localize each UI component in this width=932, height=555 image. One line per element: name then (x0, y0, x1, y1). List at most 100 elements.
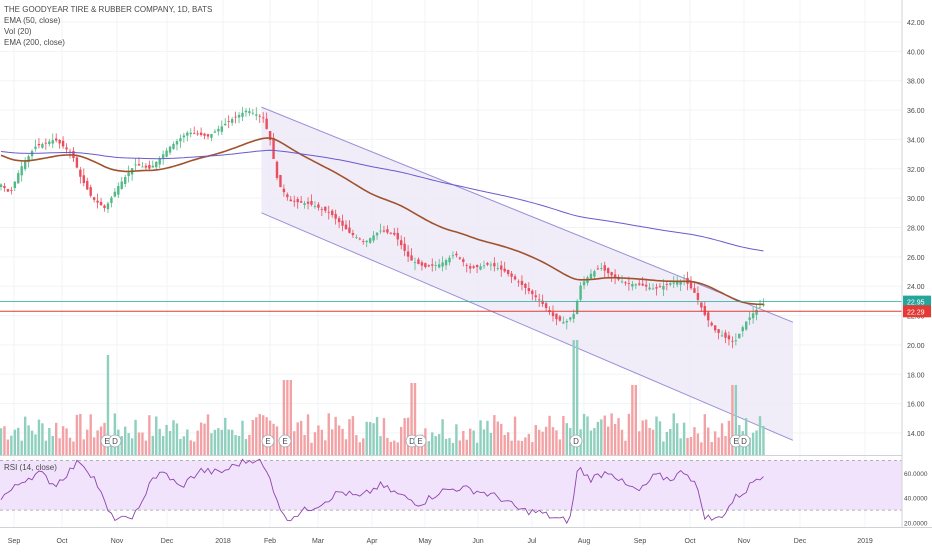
candle-body (248, 111, 251, 114)
volume-bar (710, 441, 713, 455)
volume-bar (179, 438, 182, 455)
event-marker-label: E (265, 437, 270, 446)
volume-bar (96, 430, 99, 455)
candle-body (593, 271, 596, 277)
candle-body (531, 290, 534, 295)
time-tick-label: Mar (312, 538, 325, 545)
volume-bar (448, 438, 451, 455)
volume-bar (227, 429, 230, 455)
volume-bar (620, 429, 624, 455)
candle-body (610, 272, 613, 276)
volume-bar (89, 414, 92, 455)
legend-rsi[interactable]: RSI (14, close) (4, 463, 57, 472)
candle-body (575, 301, 579, 315)
volume-bar (489, 432, 493, 455)
candle-body (79, 169, 82, 177)
volume-bar (155, 416, 158, 455)
candle-body (306, 201, 310, 204)
price-tick-label: 38.00 (907, 79, 925, 86)
candle-body (103, 205, 106, 209)
candle-body (562, 322, 565, 324)
volume-bar (437, 434, 441, 455)
candle-body (493, 263, 496, 267)
volume-bar (158, 428, 161, 455)
candle-body (734, 340, 738, 342)
event-marker-circle (108, 434, 122, 448)
candle-body (565, 321, 568, 323)
price-tick-label: 14.00 (907, 431, 925, 438)
volume-bar (586, 416, 589, 455)
candle-body (10, 190, 13, 191)
volume-bar (451, 442, 455, 455)
volume-bar (506, 432, 510, 455)
price-tick-label: 36.00 (907, 108, 925, 115)
volume-bar (365, 421, 368, 455)
volume-bar (48, 428, 51, 455)
volume-bar (403, 418, 406, 455)
candle-body (268, 131, 272, 140)
legend-ema50[interactable]: EMA (50, close) (4, 16, 61, 25)
candle-body (48, 141, 51, 145)
time-tick-label: 2018 (215, 538, 231, 545)
candle-body (651, 288, 655, 290)
candle-body (665, 283, 669, 285)
event-marker-e[interactable]: E (261, 434, 275, 448)
volume-bar (617, 418, 620, 455)
candle-body (110, 197, 113, 204)
volume-bar (665, 431, 669, 455)
rsi-tick-label: 40.0000 (904, 496, 928, 503)
volume-bar (327, 413, 330, 455)
price-tick-label: 20.00 (907, 343, 925, 350)
volume-bar (210, 433, 213, 455)
candle-body (230, 119, 234, 123)
volume-bar (255, 417, 258, 455)
volume-bar (296, 422, 299, 455)
candle-body (251, 112, 255, 114)
volume-bar (696, 433, 700, 455)
volume-bar (203, 423, 206, 455)
candle-body (172, 143, 175, 150)
volume-bar (638, 431, 641, 455)
event-marker-d[interactable]: D (737, 434, 751, 448)
candle-body (662, 285, 665, 290)
candle-body (13, 181, 16, 189)
event-marker-e[interactable]: E (278, 434, 292, 448)
candle-body (296, 199, 299, 203)
event-marker-d[interactable]: D (108, 434, 122, 448)
candle-body (751, 313, 755, 319)
legend-vol[interactable]: Vol (20) (4, 27, 32, 36)
event-marker-label: E (733, 437, 738, 446)
volume-bar (144, 440, 148, 455)
candle-body (372, 235, 375, 241)
candle-body (696, 293, 700, 300)
volume-bar (469, 428, 472, 455)
event-marker-e[interactable]: E (413, 434, 427, 448)
legend-ema200[interactable]: EMA (200, close) (4, 38, 65, 47)
candle-body (258, 115, 261, 117)
candle-body (213, 131, 217, 133)
candle-body (244, 110, 248, 113)
candle-body (713, 325, 717, 331)
volume-bar (593, 428, 596, 455)
volume-bar (165, 424, 168, 455)
volume-bar (230, 429, 234, 455)
candle-body (196, 133, 199, 135)
candle-body (3, 185, 6, 189)
volume-bar (23, 416, 27, 455)
volume-bar (241, 420, 244, 455)
volume-bar (762, 425, 765, 455)
candle-body (193, 132, 196, 134)
candle-body (631, 283, 634, 287)
volume-bar (68, 437, 72, 455)
price-tick-label: 18.00 (907, 372, 925, 379)
volume-bar (220, 429, 223, 455)
event-marker-d[interactable]: D (569, 434, 583, 448)
candle-body (613, 274, 617, 278)
volume-bar (544, 426, 548, 455)
volume-bar (644, 419, 648, 455)
candle-body (334, 213, 337, 219)
candle-body (313, 206, 317, 207)
volume-bar (413, 383, 417, 455)
volume-bar (548, 415, 551, 455)
